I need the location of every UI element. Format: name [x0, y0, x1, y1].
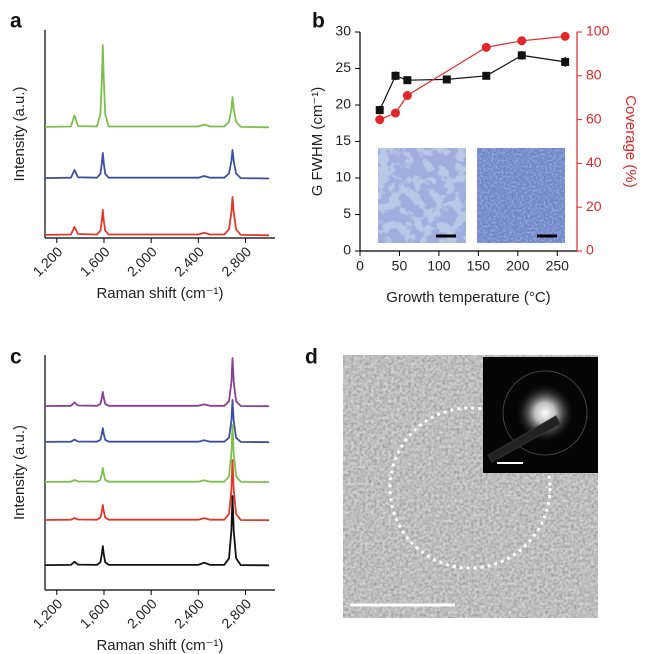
marker	[561, 57, 570, 66]
y2-axis-label: Coverage (%)	[622, 95, 639, 188]
panel-label: c	[10, 346, 22, 369]
x-tick-label: 1,600	[77, 243, 113, 279]
x-tick-label: 250	[546, 258, 570, 274]
x-tick-label: 2,400	[171, 595, 207, 631]
optical-insets	[378, 148, 565, 243]
beam-stop	[487, 415, 561, 463]
x-tick-label: 1,200	[29, 243, 65, 279]
y2-tick-label: 60	[586, 110, 602, 126]
marker	[517, 51, 526, 60]
x-tick-label: 150	[467, 258, 491, 274]
x-tick-label: 2,400	[171, 243, 207, 279]
marker	[482, 71, 491, 80]
y2-tick-label: 80	[586, 67, 602, 83]
marker	[402, 91, 412, 101]
inset-texture	[477, 148, 565, 243]
y-axis-label: Intensity (a.u.)	[11, 86, 28, 181]
panel-label: a	[10, 10, 22, 33]
x-tick-label: 2,800	[218, 595, 254, 631]
marker	[481, 42, 491, 52]
series-line	[44, 149, 270, 180]
x-tick-label: 50	[392, 258, 408, 274]
diffraction-ring	[502, 370, 588, 456]
y2-tick-label: 40	[586, 154, 602, 170]
y-tick-label: 20	[335, 96, 351, 112]
y-tick-label: 5	[343, 205, 351, 221]
y-tick-label: 0	[343, 242, 351, 258]
inset-texture	[378, 148, 466, 243]
marker	[375, 106, 384, 115]
series-line	[44, 399, 270, 444]
marker	[403, 76, 412, 85]
series-line	[44, 357, 270, 408]
marker	[375, 115, 385, 125]
x-tick-label: 1,200	[29, 595, 65, 631]
marker	[442, 75, 451, 84]
x-tick-label: 200	[506, 258, 530, 274]
y-axis-label: Intensity (a.u.)	[11, 425, 28, 520]
series-line	[44, 459, 270, 522]
selected-area	[388, 406, 552, 570]
x-tick-label: 2,800	[218, 243, 254, 279]
marker	[517, 36, 527, 46]
y2-tick-label: 100	[586, 23, 610, 39]
x-tick-label: 0	[356, 258, 364, 274]
y-tick-label: 25	[335, 59, 351, 75]
series-line	[44, 495, 270, 567]
y2-tick-label: 0	[586, 242, 594, 258]
tem-image: d	[305, 346, 598, 618]
x-tick-label: 100	[427, 258, 451, 274]
x-axis-label: Growth temperature (°C)	[386, 289, 550, 306]
series-line	[44, 196, 270, 237]
x-tick-label: 1,600	[77, 595, 113, 631]
x-axis-label: Raman shift (cm⁻¹)	[96, 285, 223, 302]
y-tick-label: 15	[335, 132, 351, 148]
y-tick-label: 10	[335, 169, 351, 185]
marker	[391, 71, 400, 80]
y-tick-label: 30	[335, 23, 351, 39]
marker	[391, 108, 401, 118]
series-line	[44, 44, 270, 129]
x-axis-label: Raman shift (cm⁻¹)	[96, 637, 223, 654]
panel-label: b	[312, 10, 325, 33]
series-line	[44, 424, 270, 483]
panel-label: d	[305, 346, 318, 369]
x-tick-label: 2,000	[124, 595, 160, 631]
diffraction-spot	[515, 383, 575, 443]
y-axis-label: G FWHM (cm⁻¹)	[309, 87, 326, 197]
x-tick-label: 2,000	[124, 243, 160, 279]
marker	[560, 31, 570, 41]
y2-tick-label: 20	[586, 198, 602, 214]
